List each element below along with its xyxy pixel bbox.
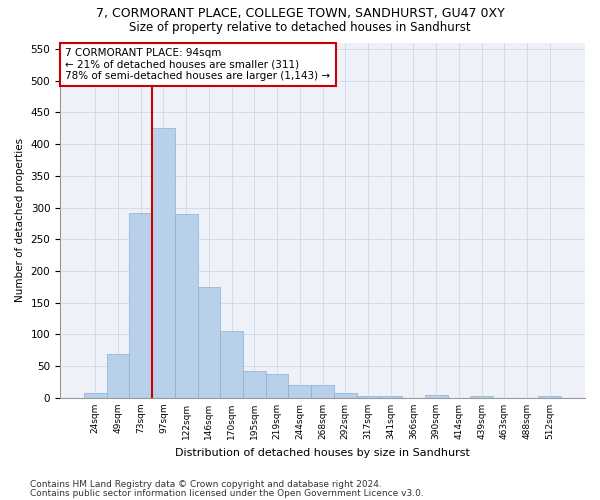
Bar (197, 287, 220, 398)
Bar (470, 396, 493, 398)
Text: Contains public sector information licensed under the Open Government Licence v3: Contains public sector information licen… (30, 488, 424, 498)
Bar (356, 396, 379, 398)
Bar (107, 354, 130, 398)
Bar (538, 396, 561, 398)
Text: 7, CORMORANT PLACE, COLLEGE TOWN, SANDHURST, GU47 0XY: 7, CORMORANT PLACE, COLLEGE TOWN, SANDHU… (95, 8, 505, 20)
Text: 7 CORMORANT PLACE: 94sqm
← 21% of detached houses are smaller (311)
78% of semi-: 7 CORMORANT PLACE: 94sqm ← 21% of detach… (65, 48, 331, 81)
Bar (289, 385, 311, 398)
Bar (266, 374, 289, 398)
Text: Contains HM Land Registry data © Crown copyright and database right 2024.: Contains HM Land Registry data © Crown c… (30, 480, 382, 489)
Bar (220, 332, 243, 398)
Bar (379, 396, 402, 398)
Bar (334, 394, 356, 398)
Bar (243, 372, 266, 398)
Bar (130, 212, 152, 398)
Bar (175, 214, 197, 398)
Bar (425, 395, 448, 398)
X-axis label: Distribution of detached houses by size in Sandhurst: Distribution of detached houses by size … (175, 448, 470, 458)
Y-axis label: Number of detached properties: Number of detached properties (15, 138, 25, 302)
Bar (152, 128, 175, 398)
Bar (311, 385, 334, 398)
Bar (84, 393, 107, 398)
Text: Size of property relative to detached houses in Sandhurst: Size of property relative to detached ho… (129, 21, 471, 34)
